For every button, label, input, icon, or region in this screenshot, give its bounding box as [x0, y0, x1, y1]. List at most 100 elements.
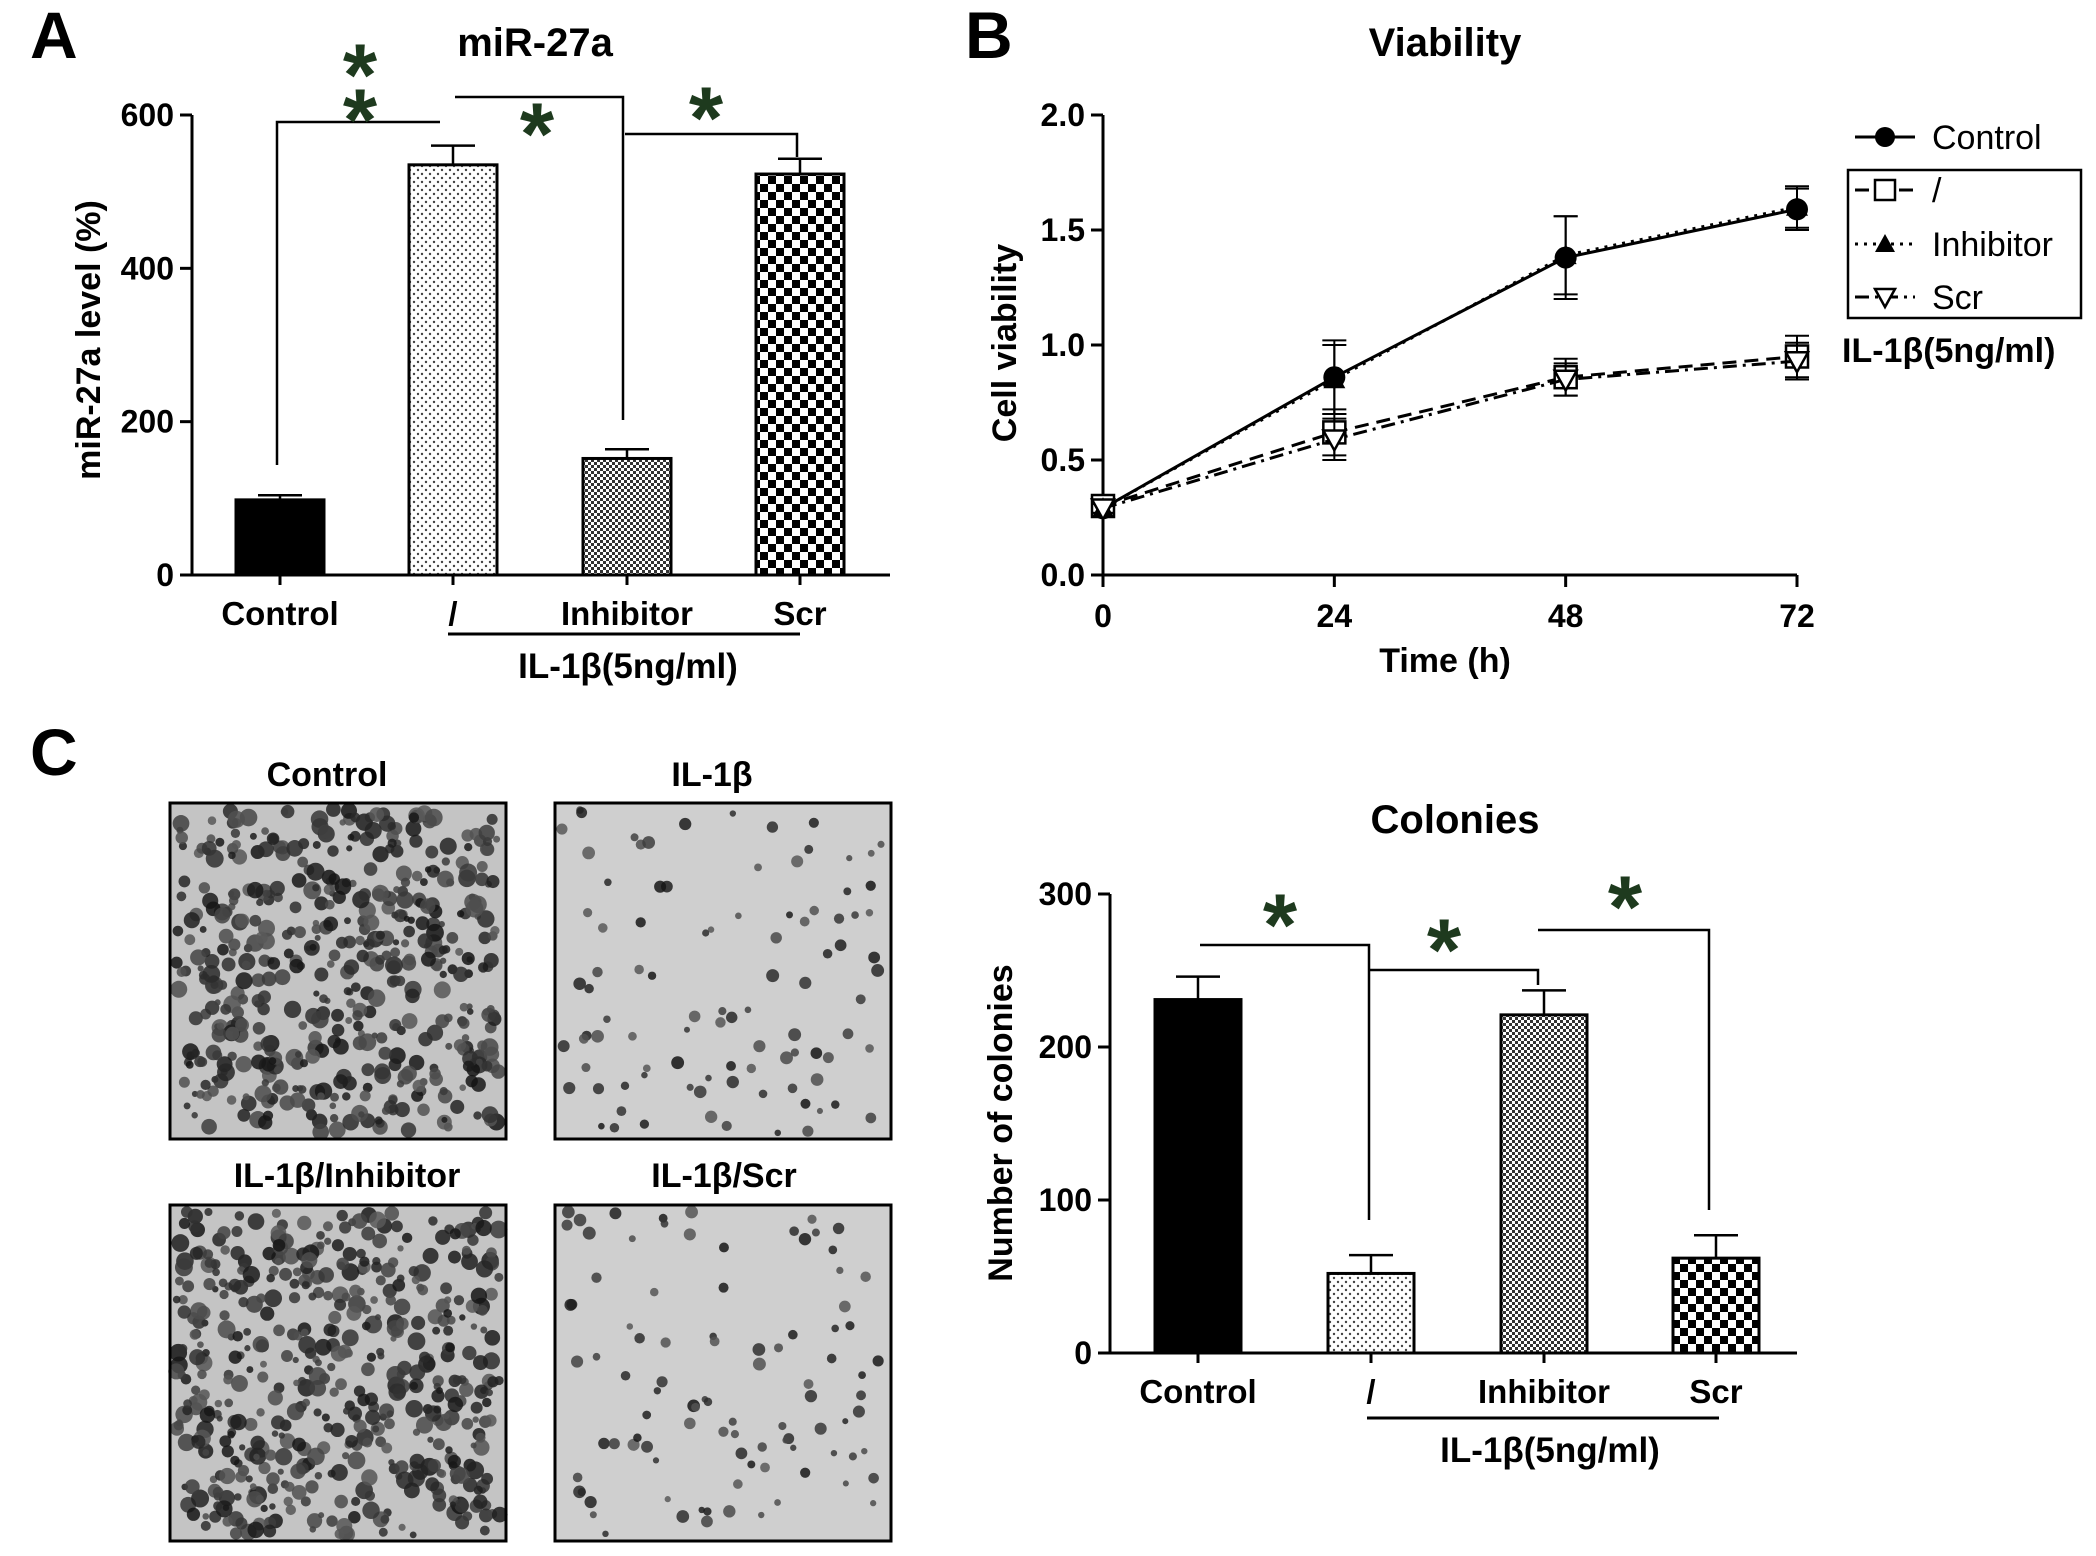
colony-3-44	[703, 1397, 713, 1407]
colony-0-185	[183, 1102, 191, 1110]
colony-0-263	[199, 926, 207, 933]
colony-1-12	[721, 1120, 732, 1132]
colony-plate-1: IL-1β	[553, 756, 893, 1141]
colony-2-441	[449, 1228, 461, 1240]
colony-0-486	[227, 890, 235, 898]
colony-0-4	[235, 1055, 252, 1073]
colony-3-48	[602, 1530, 609, 1538]
panel-a-ytick-label-1: 200	[121, 404, 174, 440]
colony-2-303	[346, 1305, 362, 1321]
colony-1-80	[822, 949, 833, 959]
colony-2-462	[168, 1363, 185, 1380]
colony-2-383	[256, 1293, 266, 1304]
colony-1-37	[758, 1089, 768, 1099]
colony-0-314	[191, 1112, 198, 1119]
colony-1-86	[871, 964, 885, 977]
colony-0-344	[446, 931, 459, 944]
colony-1-53	[804, 844, 814, 854]
colony-3-29	[832, 1222, 845, 1235]
colony-0-429	[388, 1058, 402, 1072]
colony-0-56	[400, 1122, 417, 1138]
colony-2-363	[178, 1217, 191, 1229]
colony-2-448	[474, 1384, 489, 1399]
colony-2-163	[330, 1463, 348, 1481]
colony-1-0	[729, 810, 737, 817]
colony-2-464	[219, 1435, 232, 1448]
colony-2-297	[309, 1526, 317, 1533]
colony-0-268	[283, 1000, 302, 1019]
colony-2-315	[271, 1430, 279, 1437]
colony-0-468	[339, 819, 346, 826]
colony-0-198	[393, 886, 401, 893]
colony-0-87	[291, 873, 307, 888]
colony-3-58	[838, 1300, 851, 1313]
colony-0-350	[419, 898, 436, 914]
colony-0-518	[294, 1051, 302, 1058]
colony-2-327	[480, 1326, 488, 1334]
colony-1-13	[604, 878, 612, 887]
colony-3-59	[564, 1298, 577, 1311]
colony-2-461	[234, 1211, 245, 1221]
colony-0-338	[405, 820, 422, 837]
colony-2-492	[247, 1521, 264, 1539]
colony-3-5	[733, 1479, 743, 1489]
colony-2-302	[409, 1364, 426, 1381]
colony-0-342	[326, 802, 341, 817]
colony-2-495	[272, 1238, 286, 1252]
colony-2-471	[180, 1206, 193, 1218]
colony-2-336	[244, 1345, 251, 1352]
colony-0-452	[356, 949, 369, 963]
colony-2-452	[494, 1375, 504, 1386]
colony-2-309	[231, 1226, 243, 1237]
colony-0-103	[328, 949, 341, 962]
colony-0-393	[228, 851, 236, 860]
colony-2-129	[407, 1332, 426, 1351]
colony-0-311	[437, 870, 454, 888]
colony-0-133	[429, 1072, 443, 1086]
colony-0-446	[325, 899, 335, 910]
colony-2-87	[300, 1496, 311, 1507]
colony-2-324	[286, 1403, 304, 1421]
colony-2-71	[351, 1496, 361, 1507]
colony-2-354	[271, 1208, 281, 1218]
colony-1-26	[718, 1007, 727, 1016]
colony-0-487	[381, 950, 392, 961]
colony-3-62	[620, 1370, 631, 1381]
colony-1-47	[808, 817, 819, 828]
panel-a-xtick-label-2: Inhibitor	[561, 595, 693, 632]
colony-0-469	[267, 957, 281, 970]
colony-3-13	[571, 1355, 584, 1368]
panel-c-title: Colonies	[1371, 798, 1540, 842]
colony-2-221	[411, 1315, 426, 1330]
panel-c-ytick-label-3: 300	[1039, 876, 1092, 912]
colony-3-36	[573, 1485, 586, 1499]
colony-2-192	[182, 1405, 193, 1416]
colony-0-194	[346, 845, 353, 852]
colony-2-480	[485, 1389, 493, 1397]
colony-3-85	[842, 1480, 849, 1487]
colony-1-57	[635, 917, 646, 928]
panel-a-xtick-label-3: Scr	[773, 595, 826, 632]
panel-b-legend-marker-2	[1875, 234, 1895, 252]
colony-0-231	[367, 989, 386, 1007]
colony-3-51	[589, 1511, 597, 1519]
colony-2-516	[337, 1344, 352, 1359]
colony-1-50	[702, 929, 710, 937]
colony-0-475	[312, 884, 320, 892]
colony-0-456	[332, 1038, 349, 1055]
colony-3-83	[584, 1495, 597, 1509]
colony-2-403	[174, 1258, 193, 1277]
colony-2-519	[301, 1252, 318, 1269]
colony-0-308	[424, 866, 432, 873]
colony-0-97	[176, 891, 187, 902]
colony-3-11	[811, 1228, 820, 1237]
colony-0-419	[218, 928, 234, 944]
colony-2-181	[186, 1507, 201, 1521]
colony-2-411	[388, 1383, 407, 1401]
colony-2-1	[484, 1329, 501, 1346]
colony-2-385	[362, 1501, 380, 1520]
colony-2-326	[262, 1246, 276, 1261]
colony-2-372	[359, 1256, 370, 1267]
colony-0-425	[258, 841, 274, 858]
colony-0-382	[273, 1066, 282, 1075]
